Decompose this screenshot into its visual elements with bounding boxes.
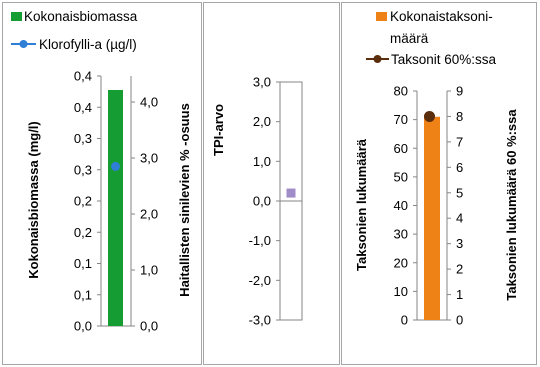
taxa-right-axis-tick-label: 1 <box>456 287 463 302</box>
taxa-left-axis-tick-label: 50 <box>394 169 408 184</box>
biomass-left-axis-tick-label: 0,4 <box>74 100 92 115</box>
biomass-left-axis-tick-label: 0,2 <box>74 194 92 209</box>
taxa-right-axis-title: Taksonien lukumäärä 60 %:ssa <box>504 109 519 301</box>
tpi-axis-tick-label: 1,0 <box>253 154 271 169</box>
biomass-right-axis-tick-label: 1,0 <box>140 263 158 278</box>
biomass-left-axis-tick-label: 0,0 <box>74 319 92 334</box>
tpi-axis-title: TPI-arvo <box>211 104 226 156</box>
taxa-right-axis-tick-label: 3 <box>456 236 463 251</box>
biomass-right-axis-tick-label: 4,0 <box>140 95 158 110</box>
biomass-right-axis-tick-label: 2,0 <box>140 207 158 222</box>
taxa-left-axis-tick-label: 80 <box>394 84 408 99</box>
tpi-axis-tick-label: 3,0 <box>253 75 271 90</box>
point-klorofylli-a <box>111 161 120 171</box>
tpi-axis-tick-label: 0,0 <box>253 194 271 209</box>
point-taksonit-60 <box>424 110 435 122</box>
tpi-axis-tick-label: -2,0 <box>249 273 271 288</box>
biomass-left-axis-tick-label: 0,4 <box>74 69 92 84</box>
legend-label-taxa60: Taksonit 60%:ssa <box>391 52 497 67</box>
taxa-right-axis-tick-label: 6 <box>456 160 463 175</box>
bar-kokonaisbiomassa <box>108 90 123 326</box>
taxa-left-axis-tick-label: 40 <box>394 198 408 213</box>
biomass-left-axis-title: Kokonaisbiomassa (mg/l) <box>26 121 41 278</box>
biomass-panel <box>2 2 202 365</box>
tpi-axis-tick-label: -3,0 <box>249 313 271 328</box>
biomass-left-axis-tick-label: 0,1 <box>74 256 92 271</box>
taxa-right-axis-tick-label: 9 <box>456 84 463 99</box>
taxa-right-axis-tick-label: 2 <box>456 262 463 277</box>
taxa-left-axis-tick-label: 0 <box>401 313 408 328</box>
taxa-left-axis-tick-label: 30 <box>394 227 408 242</box>
taxa-left-axis-tick-label: 70 <box>394 112 408 127</box>
biomass-right-axis-tick-label: 0,0 <box>140 319 158 334</box>
biomass-left-axis-tick-label: 0,3 <box>74 162 92 177</box>
legend-label-biomass: Kokonaisbiomassa <box>24 9 138 24</box>
bar-kokonaistaksonimaara <box>424 116 440 320</box>
biomass-left-axis-tick-label: 0,3 <box>74 131 92 146</box>
legend-swatch-biomass <box>11 12 22 21</box>
point-tpi-arvo <box>286 188 296 198</box>
legend-label-chlorophyll: Klorofylli-a (µg/l) <box>39 37 137 52</box>
tpi-axis-tick-label: -1,0 <box>249 233 271 248</box>
biomass-right-axis-title: Haitallisten sinilevien % -osuus <box>177 103 192 297</box>
taxa-right-axis-tick-label: 5 <box>456 185 463 200</box>
legend-swatch-taxa <box>376 12 387 21</box>
biomass-left-axis-tick-label: 0,2 <box>74 225 92 240</box>
taxa-right-axis-ticks: 0 1 2 3 4 5 6 7 8 9 <box>447 84 463 328</box>
taxa-left-axis-ticks: 0 10 20 30 40 50 60 70 80 <box>394 84 417 328</box>
legend-marker-taxa60 <box>373 55 382 63</box>
biomass-left-axis-ticks: 0,0 0,1 0,1 0,2 0,2 0,3 0,3 0,4 0,4 <box>74 69 101 334</box>
legend-label-taxa-line2: määrä <box>390 31 429 46</box>
taxa-right-axis-tick-label: 8 <box>456 109 463 124</box>
biomass-right-axis-ticks: 0,0 1,0 2,0 3,0 4,0 <box>131 95 158 334</box>
taxa-right-axis-tick-label: 0 <box>456 313 463 328</box>
tpi-axis-ticks: -3,0 -2,0 -1,0 0,0 1,0 2,0 3,0 <box>249 75 280 328</box>
taxa-left-axis-tick-label: 10 <box>394 284 408 299</box>
biomass-right-axis-tick-label: 3,0 <box>140 151 158 166</box>
tpi-panel <box>203 2 340 365</box>
taxa-left-axis-tick-label: 60 <box>394 141 408 156</box>
taxa-right-axis-tick-label: 4 <box>456 211 463 226</box>
biomass-left-axis-tick-label: 0,1 <box>74 287 92 302</box>
tpi-axis-tick-label: 2,0 <box>253 114 271 129</box>
legend-marker-chlorophyll <box>19 40 28 48</box>
taxa-left-axis-title: Taksonien lukumäärä <box>354 138 369 271</box>
taxa-left-axis-tick-label: 20 <box>394 255 408 270</box>
taxa-right-axis-tick-label: 7 <box>456 134 463 149</box>
legend-label-taxa-line1: Kokonaistaksoni- <box>390 9 493 24</box>
